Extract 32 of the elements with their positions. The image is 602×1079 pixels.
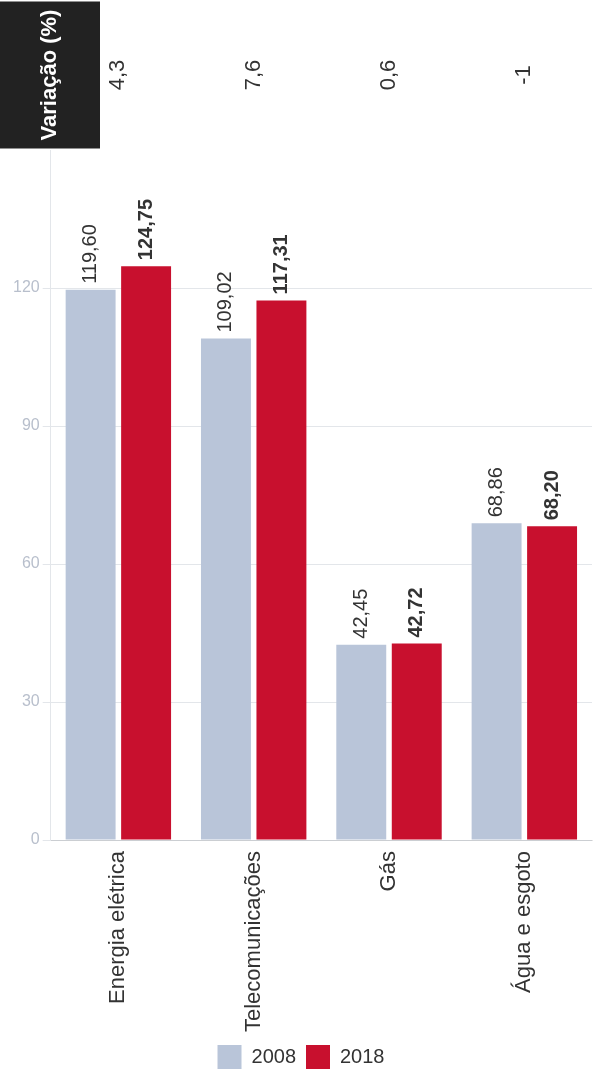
data-label: 68,20 bbox=[539, 470, 562, 521]
y-tick-label: 90 bbox=[21, 416, 40, 434]
data-label: 68,86 bbox=[484, 467, 507, 518]
bar bbox=[391, 643, 442, 840]
data-label: 42,45 bbox=[348, 588, 371, 639]
bar bbox=[200, 338, 251, 840]
bar bbox=[256, 300, 307, 840]
y-tick-label: 60 bbox=[21, 554, 40, 572]
y-tick-label: 120 bbox=[12, 278, 40, 296]
data-label: 124,75 bbox=[133, 198, 156, 261]
data-label: 119,60 bbox=[78, 224, 101, 284]
y-tick-label: 0 bbox=[30, 830, 40, 848]
y-tick-label: 30 bbox=[21, 692, 40, 710]
x-tick-label: Energia elétrica bbox=[104, 850, 130, 1004]
legend-label: 2018 bbox=[340, 1044, 385, 1067]
text: -1 bbox=[510, 65, 536, 85]
legend-label: 2008 bbox=[251, 1044, 297, 1067]
bar bbox=[527, 526, 578, 840]
bar bbox=[336, 644, 387, 840]
data-label: 117,31 bbox=[268, 234, 291, 295]
bar bbox=[121, 266, 172, 840]
text: Variação (%) bbox=[36, 9, 62, 141]
text: 7,6 bbox=[239, 59, 265, 91]
data-label: 42,72 bbox=[404, 587, 427, 638]
bar bbox=[471, 523, 522, 840]
bar bbox=[65, 289, 116, 840]
text: 4,3 bbox=[104, 59, 130, 91]
data-label: 109,02 bbox=[213, 271, 236, 333]
x-tick-label: Água e esgoto bbox=[510, 851, 536, 993]
x-tick-label: Telecomunicações bbox=[239, 851, 265, 1032]
text: 0,6 bbox=[375, 59, 401, 91]
x-tick-label: Gás bbox=[375, 851, 401, 892]
